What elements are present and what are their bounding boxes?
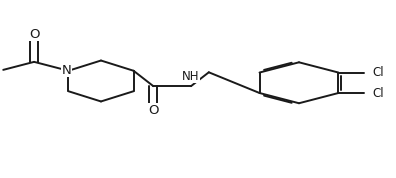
Text: O: O (148, 104, 159, 117)
Text: Cl: Cl (373, 66, 385, 79)
Text: N: N (61, 64, 71, 77)
Text: O: O (29, 28, 39, 41)
Text: NH: NH (182, 70, 200, 83)
Text: Cl: Cl (373, 87, 385, 100)
